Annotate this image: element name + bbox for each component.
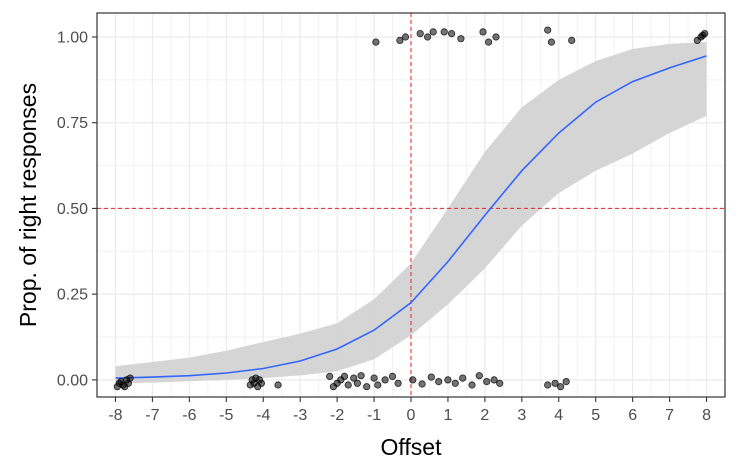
data-point xyxy=(447,29,456,38)
data-point xyxy=(344,381,352,389)
confidence-ribbon-layer xyxy=(115,42,707,384)
y-tick-label: 1.00 xyxy=(57,30,88,47)
data-point xyxy=(451,379,459,387)
data-point xyxy=(468,381,476,389)
data-point xyxy=(457,35,465,43)
data-point xyxy=(416,29,424,38)
data-point xyxy=(435,377,443,386)
data-point xyxy=(326,372,334,380)
data-point xyxy=(274,381,282,389)
data-point xyxy=(483,377,491,386)
data-point xyxy=(551,379,559,387)
data-point xyxy=(427,373,435,381)
data-point xyxy=(394,379,402,387)
x-tick-label: 5 xyxy=(591,407,600,424)
data-point xyxy=(374,381,382,389)
y-tick-label: 0.50 xyxy=(57,201,88,218)
y-tick-label: 0.25 xyxy=(57,287,88,304)
data-point xyxy=(340,372,349,380)
data-point xyxy=(257,379,265,387)
data-point xyxy=(496,379,504,387)
x-tick-label: 7 xyxy=(665,407,674,424)
fit-line xyxy=(115,55,707,379)
x-axis-ticks: -8 -7 -6 -5 -4 -3 -2 -1 0 1 2 3 4 5 6 7 8 xyxy=(108,397,711,424)
x-tick-label: 6 xyxy=(628,407,637,424)
data-point xyxy=(490,376,498,384)
data-point xyxy=(475,372,483,380)
x-tick-label: -8 xyxy=(108,407,122,424)
data-point xyxy=(418,380,426,388)
x-tick-label: -5 xyxy=(219,407,233,424)
data-point xyxy=(372,38,380,46)
fit-line-layer xyxy=(115,55,707,379)
data-point xyxy=(479,28,487,36)
data-point xyxy=(568,36,576,45)
data-point xyxy=(544,26,552,34)
data-point xyxy=(126,374,134,382)
x-tick-label: 4 xyxy=(554,407,563,424)
y-axis-title: Prop. of right responses xyxy=(15,83,41,327)
x-tick-label: 1 xyxy=(443,407,452,424)
data-point xyxy=(440,28,448,36)
data-points xyxy=(113,26,709,391)
x-tick-label: 8 xyxy=(702,407,711,424)
data-point xyxy=(409,376,417,384)
y-tick-label: 0.00 xyxy=(57,372,88,389)
data-point xyxy=(459,374,467,382)
reference-lines xyxy=(97,13,725,397)
x-tick-label: -3 xyxy=(293,407,307,424)
data-point xyxy=(484,38,493,46)
data-point xyxy=(562,377,570,386)
data-point xyxy=(423,33,432,41)
data-point xyxy=(556,383,565,391)
data-point xyxy=(363,383,371,391)
data-point xyxy=(388,372,397,380)
y-tick-label: 0.75 xyxy=(57,115,88,132)
data-point xyxy=(429,28,437,36)
data-point xyxy=(544,381,552,389)
data-point xyxy=(547,38,556,46)
data-point xyxy=(381,376,389,384)
data-point xyxy=(444,376,452,384)
data-point xyxy=(401,33,410,41)
data-point xyxy=(357,372,365,380)
x-tick-label: 3 xyxy=(517,407,526,424)
x-tick-label: -2 xyxy=(330,407,344,424)
confidence-ribbon xyxy=(115,42,707,384)
x-axis-title: Offset xyxy=(381,434,443,460)
data-point xyxy=(396,36,404,45)
data-point xyxy=(370,374,378,382)
x-tick-label: -1 xyxy=(367,407,381,424)
data-point xyxy=(492,33,500,41)
x-tick-label: 0 xyxy=(407,407,416,424)
data-point xyxy=(701,29,709,38)
x-tick-label: 2 xyxy=(480,407,489,424)
x-tick-label: -7 xyxy=(145,407,159,424)
data-point xyxy=(353,379,361,387)
major-gridlines xyxy=(97,13,725,397)
y-axis-ticks: 0.00 0.25 0.50 0.75 1.00 xyxy=(57,30,97,389)
data-point xyxy=(350,374,358,382)
x-tick-label: -4 xyxy=(256,407,270,424)
x-tick-label: -6 xyxy=(182,407,196,424)
